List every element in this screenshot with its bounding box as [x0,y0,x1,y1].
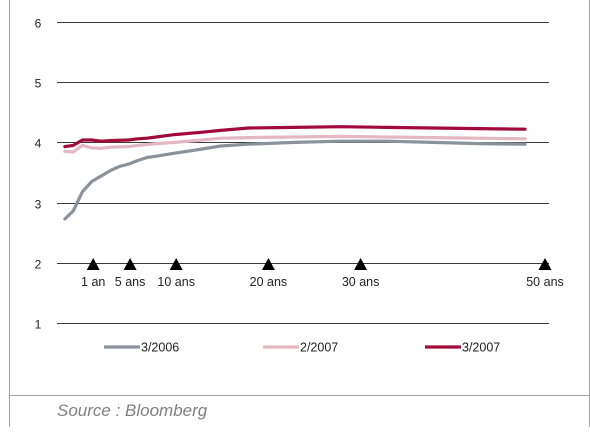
series-line-1 [63,139,527,221]
y-tick-label: 3 [35,198,42,212]
y-tick-label: 4 [35,137,42,151]
series-line-2 [63,134,527,154]
y-tick-label: 2 [35,258,42,272]
y-tick-label: 1 [35,318,42,332]
y-tick-label: 6 [35,17,42,31]
maturity-marker [261,258,275,270]
maturity-label: 30 ans [342,275,380,289]
maturity-marker [123,258,137,270]
maturity-label: 50 ans [526,275,564,289]
source-caption: Source : Bloomberg [57,401,208,420]
legend-label: 3/2006 [141,341,179,355]
maturity-marker [354,258,368,270]
legend-label: 3/2007 [462,341,500,355]
maturity-label: 1 an [81,275,105,289]
maturity-marker [538,258,552,270]
maturity-marker [86,258,100,270]
maturity-marker [169,258,183,270]
series-line-3 [63,125,527,149]
maturity-label: 20 ans [250,275,288,289]
maturity-label: 5 ans [115,275,146,289]
y-tick-label: 5 [35,77,42,91]
maturity-label: 10 ans [157,275,195,289]
legend-label: 2/2007 [300,341,338,355]
